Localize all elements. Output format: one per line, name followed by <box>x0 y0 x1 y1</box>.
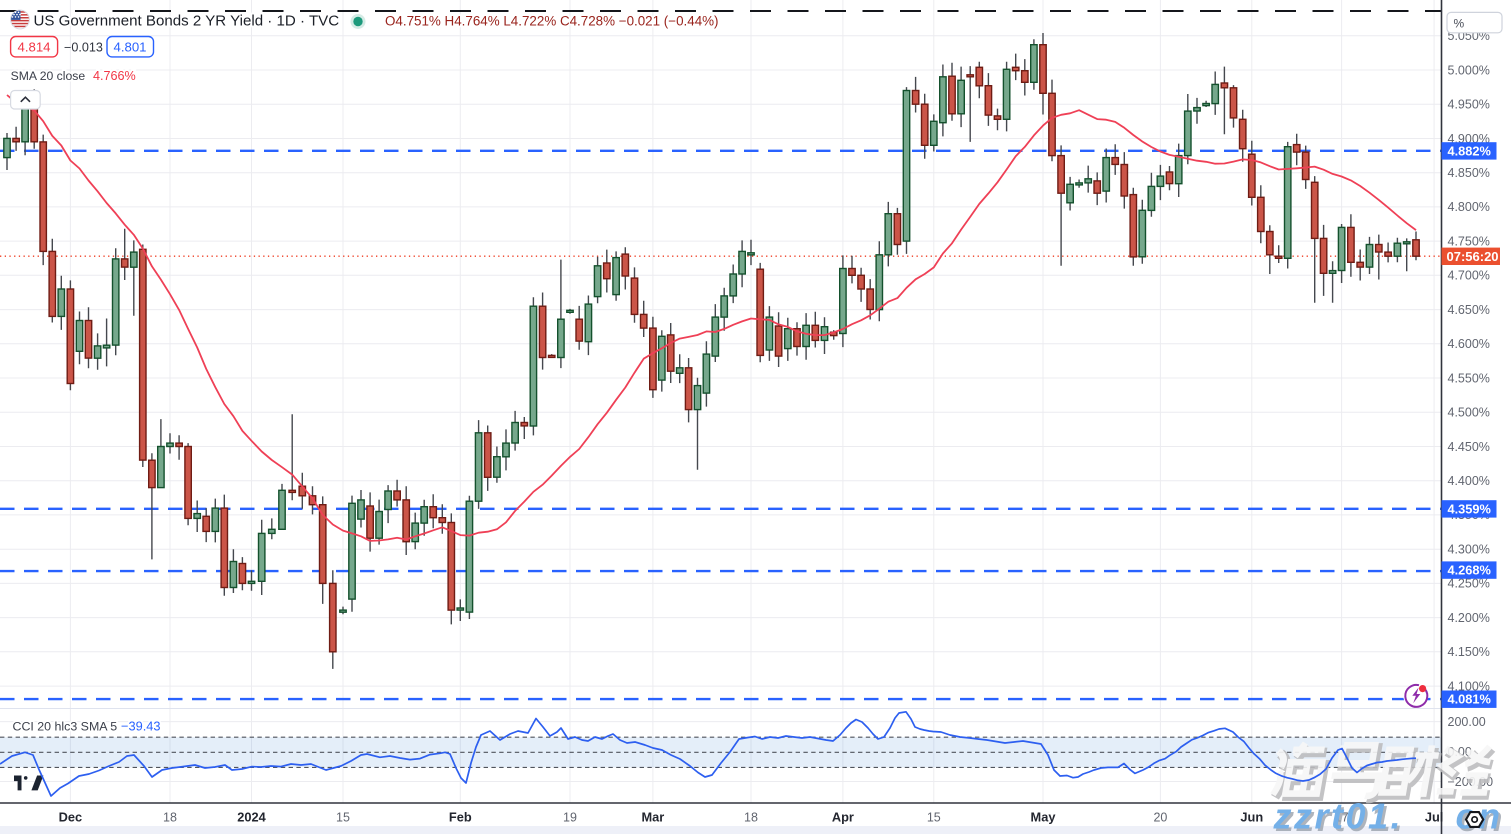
svg-text:15: 15 <box>927 811 941 825</box>
svg-text:US Government Bonds 2 YR Yield: US Government Bonds 2 YR Yield · 1D · TV… <box>34 12 340 29</box>
svg-text:zzrt01.: zzrt01. <box>1273 796 1404 834</box>
svg-text:SMA 20 close: SMA 20 close <box>11 69 86 83</box>
svg-text:zzrt01.: zzrt01. <box>1275 798 1406 834</box>
svg-text:4.150%: 4.150% <box>1448 645 1490 659</box>
svg-text:4.450%: 4.450% <box>1448 440 1490 454</box>
svg-text:Jul: Jul <box>1425 810 1444 825</box>
svg-text:4.882%: 4.882% <box>1448 143 1492 158</box>
svg-text:19: 19 <box>563 811 577 825</box>
svg-text:4.600%: 4.600% <box>1448 337 1490 351</box>
svg-text:Feb: Feb <box>449 810 472 825</box>
svg-text:4.081%: 4.081% <box>1448 692 1492 707</box>
svg-text:CCI 20 hlc3 SMA 5: CCI 20 hlc3 SMA 5 <box>13 720 118 734</box>
svg-text:Jun: Jun <box>1240 810 1263 825</box>
svg-text:17: 17 <box>1335 811 1349 825</box>
svg-text:4.200%: 4.200% <box>1448 611 1490 625</box>
svg-text:%: % <box>1454 16 1465 30</box>
svg-text:4.500%: 4.500% <box>1448 406 1490 420</box>
svg-text:4.400%: 4.400% <box>1448 474 1490 488</box>
svg-text:4.550%: 4.550% <box>1448 371 1490 385</box>
svg-text:4.700%: 4.700% <box>1448 269 1490 283</box>
svg-text:4.950%: 4.950% <box>1448 98 1490 112</box>
svg-text:4.750%: 4.750% <box>1448 234 1490 248</box>
svg-text:20: 20 <box>1153 811 1167 825</box>
svg-text:4.359%: 4.359% <box>1448 501 1492 516</box>
svg-text:O4.751% H4.764% L4.722% C4.728: O4.751% H4.764% L4.722% C4.728% −0.021 (… <box>385 13 719 28</box>
svg-text:Mar: Mar <box>642 810 665 825</box>
svg-text:−39.43: −39.43 <box>121 719 161 734</box>
svg-text:4.766%: 4.766% <box>93 69 136 83</box>
svg-text:4.268%: 4.268% <box>1448 563 1492 578</box>
svg-text:18: 18 <box>163 811 177 825</box>
svg-text:4.250%: 4.250% <box>1448 577 1490 591</box>
svg-text:2024: 2024 <box>237 810 266 825</box>
svg-text:07:56:20: 07:56:20 <box>1447 249 1499 264</box>
svg-text:5.000%: 5.000% <box>1448 63 1490 77</box>
svg-text:4.800%: 4.800% <box>1448 200 1490 214</box>
svg-text:4.650%: 4.650% <box>1448 303 1490 317</box>
svg-text:Dec: Dec <box>59 810 82 825</box>
svg-text:Apr: Apr <box>832 810 854 825</box>
svg-text:4.801: 4.801 <box>113 39 146 54</box>
svg-text:−0.013: −0.013 <box>64 40 103 54</box>
svg-text:18: 18 <box>744 811 758 825</box>
svg-text:4.100%: 4.100% <box>1448 679 1490 693</box>
svg-text:May: May <box>1031 810 1057 825</box>
svg-text:4.300%: 4.300% <box>1448 543 1490 557</box>
svg-text:200.00: 200.00 <box>1448 715 1486 729</box>
svg-text:15: 15 <box>336 811 350 825</box>
svg-text:4.850%: 4.850% <box>1448 166 1490 180</box>
svg-text:4.814: 4.814 <box>17 39 50 54</box>
